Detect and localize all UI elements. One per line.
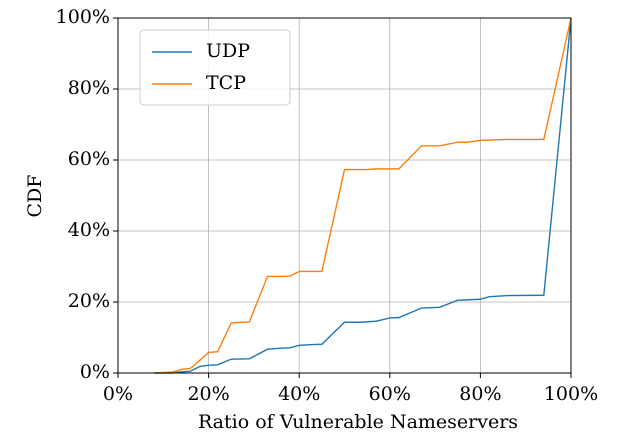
y-tick-label: 100% <box>56 6 110 28</box>
x-tick-label: 100% <box>544 383 598 405</box>
y-tick-label: 40% <box>68 219 110 241</box>
y-tick-label: 20% <box>68 290 110 312</box>
x-tick-label: 0% <box>103 383 133 405</box>
x-tick-label: 20% <box>187 383 229 405</box>
x-tick-label: 60% <box>369 383 411 405</box>
data-line <box>154 17 572 374</box>
y-tick-label: 60% <box>68 148 110 170</box>
legend-label: UDP <box>206 40 250 62</box>
y-tick-label: 0% <box>80 361 110 383</box>
legend-label: TCP <box>206 72 246 94</box>
plot-frame <box>117 17 572 374</box>
x-tick-label: 40% <box>278 383 320 405</box>
x-tick-label: 80% <box>459 383 501 405</box>
legend-box <box>139 29 291 106</box>
data-line <box>154 17 572 374</box>
y-tick-label: 80% <box>68 77 110 99</box>
y-axis-label: CDF <box>24 175 46 218</box>
x-axis-label: Ratio of Vulnerable Nameservers <box>198 411 518 433</box>
